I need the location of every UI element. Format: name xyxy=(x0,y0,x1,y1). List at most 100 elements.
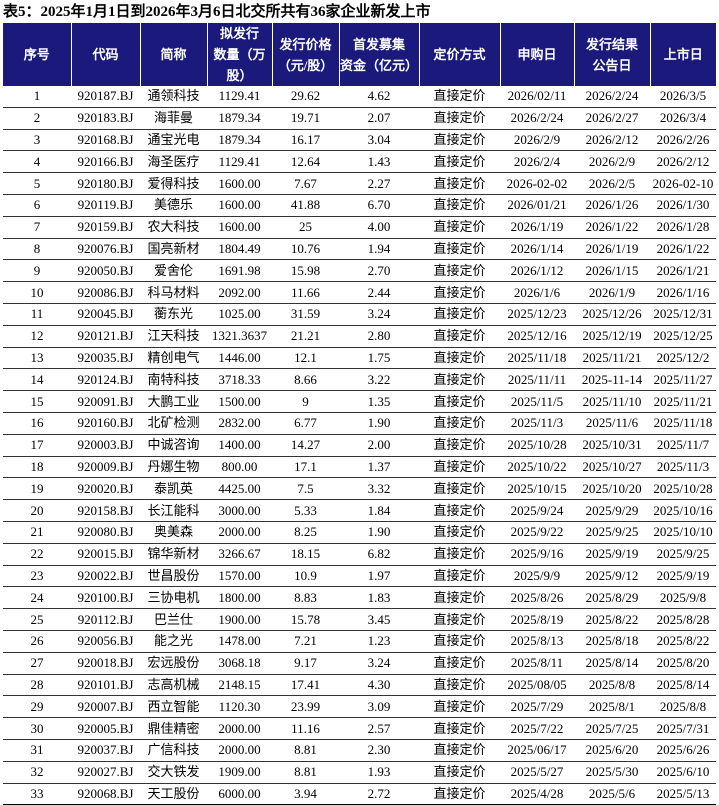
cell-code: 920158.BJ xyxy=(71,499,140,522)
cell-seq: 9 xyxy=(3,259,71,283)
cell-subscription-date: 2026-02-02 xyxy=(500,172,574,195)
cell-result-date: 2025/11/21 xyxy=(574,347,650,370)
cell-price: 41.88 xyxy=(272,194,339,217)
cell-raised: 2.07 xyxy=(339,107,419,130)
cell-pricing-method: 直接定价 xyxy=(419,717,500,740)
cell-shares: 1120.30 xyxy=(207,695,272,719)
cell-name: 爱得科技 xyxy=(140,172,207,195)
cell-seq: 16 xyxy=(3,412,71,435)
cell-price: 16.17 xyxy=(272,129,339,152)
cell-listing-date: 2025/6/26 xyxy=(650,739,716,762)
cell-seq: 6 xyxy=(3,194,71,217)
cell-result-date: 2026/1/9 xyxy=(574,281,650,304)
cell-raised: 2.70 xyxy=(339,259,419,283)
cell-raised: 2.27 xyxy=(339,172,419,195)
cell-seq: 3 xyxy=(3,129,71,152)
cell-result-date: 2025/5/30 xyxy=(574,761,650,784)
cell-name: 锦华新材 xyxy=(140,543,207,566)
cell-result-date: 2025/11/6 xyxy=(574,412,650,435)
cell-code: 920007.BJ xyxy=(71,695,140,719)
cell-price: 3.94 xyxy=(272,783,339,805)
cell-seq: 31 xyxy=(3,739,71,762)
table-row: 15 920091.BJ 大鹏工业 1500.00 9 1.35 直接定价 2025/11/5… xyxy=(3,390,716,413)
cell-name: 通领科技 xyxy=(140,86,207,108)
cell-seq: 13 xyxy=(3,347,71,370)
cell-shares: 2092.00 xyxy=(207,281,272,304)
cell-price: 17.41 xyxy=(272,674,339,697)
cell-result-date: 2025/9/25 xyxy=(574,521,650,544)
cell-raised: 1.94 xyxy=(339,238,419,261)
table-row: 8 920076.BJ 国亮新材 1804.49 10.76 1.94 直接定价 2026/1… xyxy=(3,238,716,261)
cell-listing-date: 2025/8/8 xyxy=(650,695,716,719)
cell-name: 科马材料 xyxy=(140,281,207,304)
cell-seq: 4 xyxy=(3,150,71,174)
cell-result-date: 2025/11/10 xyxy=(574,390,650,413)
cell-name: 交大铁发 xyxy=(140,761,207,784)
cell-pricing-method: 直接定价 xyxy=(419,543,500,566)
cell-price: 8.81 xyxy=(272,739,339,762)
cell-price: 11.66 xyxy=(272,281,339,304)
table-row: 2 920183.BJ 海菲曼 1879.34 19.71 2.07 直接定价 2026/2/… xyxy=(3,107,716,130)
cell-subscription-date: 2025/06/17 xyxy=(500,739,574,762)
cell-shares: 2000.00 xyxy=(207,521,272,544)
cell-seq: 32 xyxy=(3,761,71,784)
cell-subscription-date: 2025/9/16 xyxy=(500,543,574,566)
cell-name: 宏远股份 xyxy=(140,652,207,675)
cell-result-date: 2026/1/15 xyxy=(574,259,650,283)
cell-subscription-date: 2025/10/28 xyxy=(500,434,574,457)
cell-result-date: 2025/8/18 xyxy=(574,630,650,653)
cell-shares: 6000.00 xyxy=(207,783,272,805)
cell-name: 爱舍伦 xyxy=(140,259,207,283)
cell-code: 920101.BJ xyxy=(71,674,140,697)
table-row: 31 920037.BJ 广信科技 2000.00 8.81 2.30 直接定价 2025/0… xyxy=(3,739,716,762)
cell-subscription-date: 2026/02/11 xyxy=(500,86,574,108)
cell-pricing-method: 直接定价 xyxy=(419,586,500,610)
cell-subscription-date: 2026/2/9 xyxy=(500,129,574,152)
table-row: 32 920027.BJ 交大铁发 1909.00 8.81 1.93 直接定价 2025/5… xyxy=(3,761,716,784)
cell-pricing-method: 直接定价 xyxy=(419,325,500,348)
cell-price: 17.1 xyxy=(272,456,339,479)
cell-raised: 2.80 xyxy=(339,325,419,348)
cell-name: 蘅东光 xyxy=(140,303,207,326)
cell-listing-date: 2025/12/31 xyxy=(650,303,716,326)
cell-name: 丹娜生物 xyxy=(140,456,207,479)
cell-result-date: 2025/8/29 xyxy=(574,586,650,610)
cell-result-date: 2025/8/14 xyxy=(574,652,650,675)
table-row: 25 920112.BJ 巴兰仕 1900.00 15.78 3.45 直接定价 2025/8… xyxy=(3,608,716,631)
cell-name: 江天科技 xyxy=(140,325,207,348)
cell-code: 920009.BJ xyxy=(71,456,140,479)
cell-seq: 2 xyxy=(3,107,71,130)
table-row: 26 920056.BJ 能之光 1478.00 7.21 1.23 直接定价 2025/8/… xyxy=(3,630,716,653)
cell-listing-date: 2025/12/2 xyxy=(650,347,716,370)
col-header-price: 发行价格 （元/股） xyxy=(271,23,339,86)
cell-subscription-date: 2025/8/26 xyxy=(500,586,574,610)
table-row: 17 920003.BJ 中诚咨询 1400.00 14.27 2.00 直接定价 2025/… xyxy=(3,434,716,457)
cell-subscription-date: 2025/08/05 xyxy=(500,674,574,697)
cell-seq: 25 xyxy=(3,608,71,631)
cell-subscription-date: 2025/8/11 xyxy=(500,652,574,675)
cell-subscription-date: 2025/8/13 xyxy=(500,630,574,653)
cell-raised: 3.22 xyxy=(339,368,419,392)
table-row: 5 920180.BJ 爱得科技 1600.00 7.67 2.27 直接定价 2026-02… xyxy=(3,172,716,195)
cell-listing-date: 2025/11/7 xyxy=(650,434,716,457)
cell-code: 920124.BJ xyxy=(71,368,140,392)
cell-raised: 3.04 xyxy=(339,129,419,152)
cell-listing-date: 2025/9/8 xyxy=(650,586,716,610)
cell-result-date: 2025/5/6 xyxy=(574,783,650,805)
cell-listing-date: 2025/10/28 xyxy=(650,477,716,501)
table-row: 10 920086.BJ 科马材料 2092.00 11.66 2.44 直接定价 2026/… xyxy=(3,281,716,304)
cell-name: 世昌股份 xyxy=(140,565,207,588)
cell-price: 12.1 xyxy=(272,347,339,370)
cell-subscription-date: 2025/5/27 xyxy=(500,761,574,784)
cell-seq: 15 xyxy=(3,390,71,413)
cell-result-date: 2025-11-14 xyxy=(574,368,650,392)
cell-raised: 6.70 xyxy=(339,194,419,217)
cell-name: 农大科技 xyxy=(140,216,207,239)
cell-code: 920183.BJ xyxy=(71,107,140,130)
cell-price: 18.15 xyxy=(272,543,339,566)
cell-seq: 12 xyxy=(3,325,71,348)
cell-raised: 1.90 xyxy=(339,521,419,544)
cell-raised: 4.30 xyxy=(339,674,419,697)
cell-shares: 1691.98 xyxy=(207,259,272,283)
cell-price: 7.67 xyxy=(272,172,339,195)
